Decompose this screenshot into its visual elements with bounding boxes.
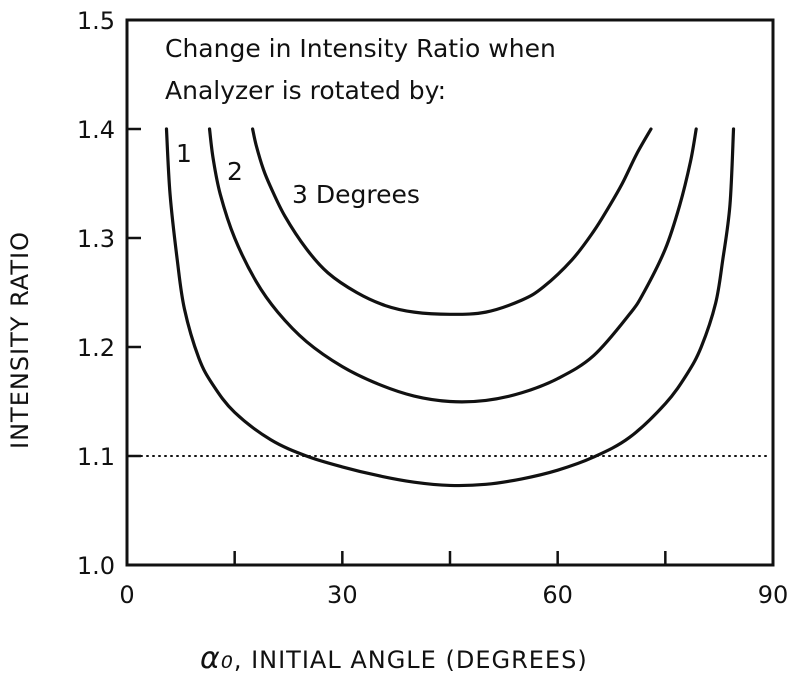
series-curves [164, 127, 736, 488]
x-axis-title: α₀, INITIAL ANGLE (DEGREES) [200, 641, 588, 676]
x-axis-title-text: , INITIAL ANGLE (DEGREES) [234, 646, 588, 674]
x-axis-symbol: α₀ [200, 641, 234, 676]
axis-tick-labels: 0 30 60 90 1.0 1.1 1.2 1.3 1.4 1.5 [77, 7, 788, 609]
y-tick-label-1.4: 1.4 [77, 116, 115, 144]
y-tick-label-1.5: 1.5 [77, 7, 115, 35]
y-tick-label-1.1: 1.1 [77, 443, 115, 471]
series-label-3: 3 Degrees [292, 180, 420, 209]
series-label-1: 1 [176, 139, 192, 168]
x-tick-label-0: 0 [119, 581, 134, 609]
x-tick-label-30: 30 [327, 581, 358, 609]
x-tick-label-90: 90 [758, 581, 789, 609]
annotation-line-1: Change in Intensity Ratio when [165, 34, 556, 63]
y-tick-label-1.2: 1.2 [77, 334, 115, 362]
series-line-3 [251, 127, 653, 316]
series-line-2 [207, 127, 698, 404]
y-axis-title: INTENSITY RATIO [6, 231, 34, 449]
axis-ticks [127, 127, 667, 565]
x-tick-label-60: 60 [542, 581, 573, 609]
annotation-line-2: Analyzer is rotated by: [165, 76, 446, 105]
series-line-1 [164, 127, 736, 488]
y-tick-label-1.0: 1.0 [77, 552, 115, 580]
y-tick-label-1.3: 1.3 [77, 225, 115, 253]
series-label-2: 2 [227, 157, 243, 186]
